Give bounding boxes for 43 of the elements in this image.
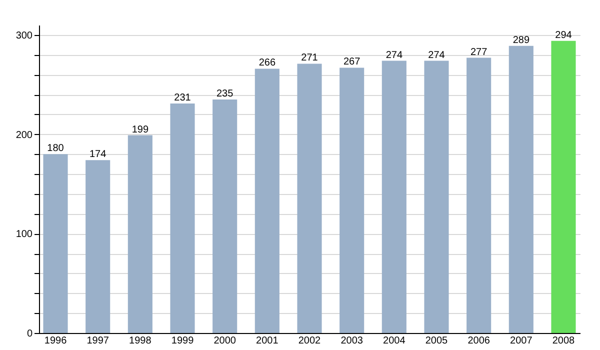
bar	[212, 100, 238, 333]
bar	[340, 68, 364, 333]
bar	[86, 160, 110, 333]
data-label: 271	[301, 52, 318, 64]
data-label: 199	[132, 124, 149, 136]
y-tick-label: 200	[16, 130, 33, 141]
data-label: 274	[386, 50, 403, 61]
y-tick-label: 300	[16, 30, 33, 42]
x-tick-label: 2008	[552, 336, 576, 346]
x-tick-label: 1998	[129, 336, 152, 346]
x-tick-label: 2003	[340, 336, 364, 346]
data-label: 294	[555, 30, 572, 41]
data-label: 277	[470, 46, 488, 58]
x-tick-label: 1996	[44, 336, 68, 346]
x-tick-label: 2007	[510, 336, 533, 346]
x-tick-label: 2004	[383, 336, 406, 346]
data-label: 266	[258, 58, 276, 69]
data-label: 180	[47, 143, 64, 154]
data-label: 289	[512, 34, 530, 46]
data-label: 231	[174, 92, 192, 104]
x-tick-label: 2002	[298, 336, 322, 346]
data-label: 174	[89, 149, 107, 160]
x-tick-label: 1997	[86, 336, 110, 346]
data-label: 235	[216, 88, 234, 100]
y-tick-label: 100	[16, 229, 33, 240]
x-tick-label: 2005	[425, 336, 448, 346]
bar	[382, 60, 406, 333]
bar	[297, 64, 322, 333]
bar	[424, 60, 449, 333]
x-tick-label: 1999	[171, 336, 194, 346]
y-tick-label: 0	[26, 328, 33, 340]
x-tick-label: 2006	[468, 336, 490, 346]
bar	[551, 40, 576, 333]
bar	[508, 46, 534, 333]
bar	[170, 103, 195, 333]
data-label: 267	[343, 56, 361, 68]
bar	[43, 154, 68, 333]
bar	[254, 68, 280, 333]
bar	[128, 135, 152, 333]
x-tick-label: 2001	[256, 336, 279, 346]
x-tick-label: 2000	[214, 336, 236, 346]
data-label: 274	[428, 50, 446, 61]
bar	[466, 58, 492, 333]
